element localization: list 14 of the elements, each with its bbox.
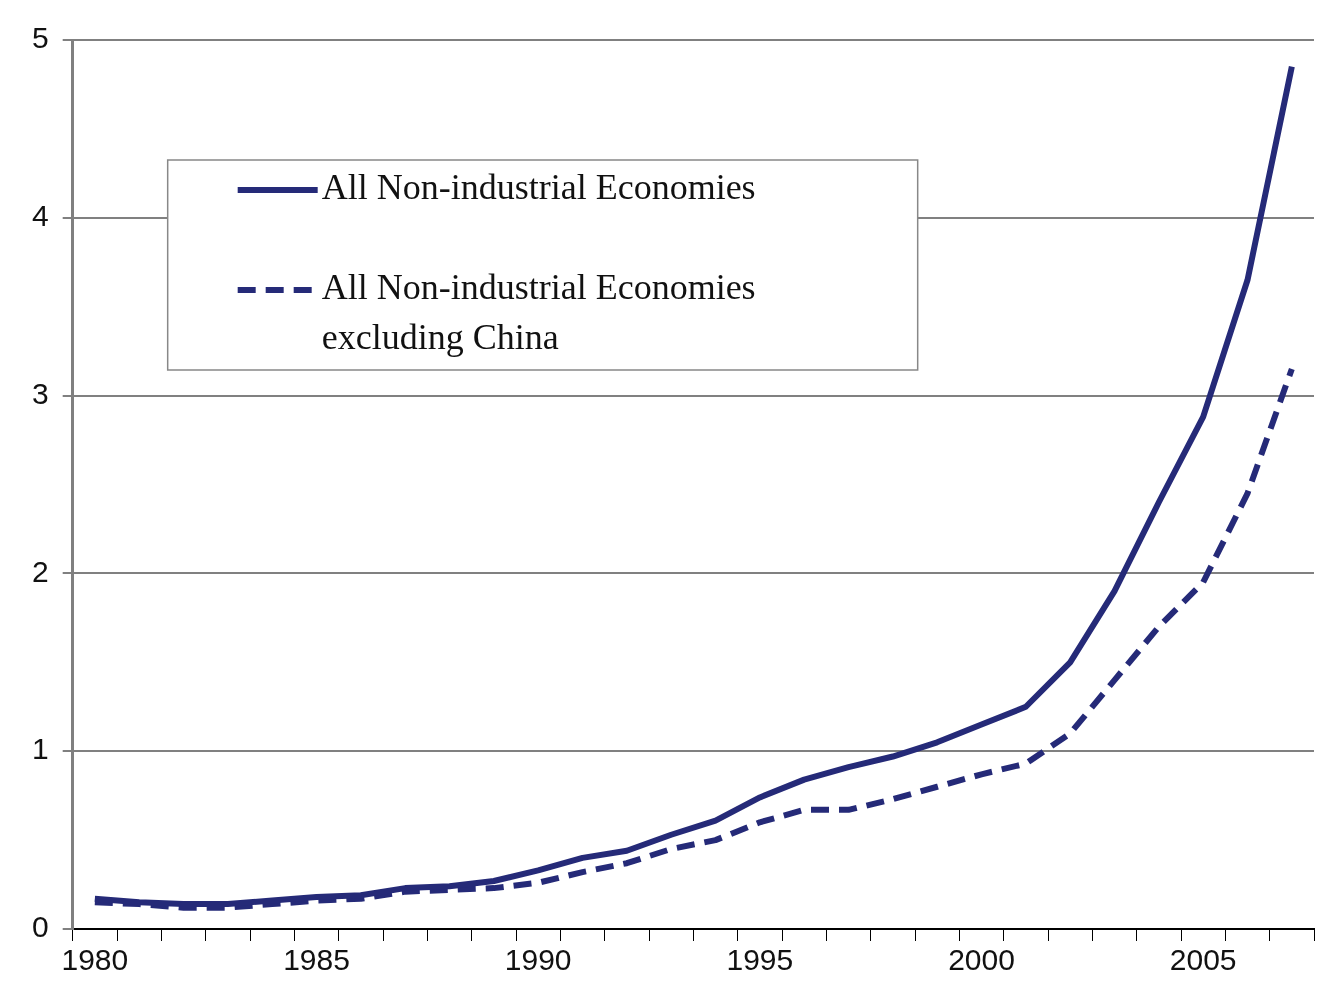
x-tick-label: 1990 bbox=[504, 943, 572, 977]
legend-label: All Non-industrial Economies excluding China bbox=[321, 267, 756, 358]
y-tick-label: 4 bbox=[32, 199, 49, 233]
y-tick-label: 0 bbox=[32, 910, 49, 944]
y-tick-label: 1 bbox=[32, 732, 49, 766]
x-tick-label: 2000 bbox=[948, 943, 1015, 977]
legend-label: All Non-industrial Economies bbox=[321, 167, 756, 208]
y-tick-label: 5 bbox=[32, 21, 49, 55]
x-tick-label: 2005 bbox=[1169, 943, 1237, 977]
y-tick-label: 2 bbox=[32, 554, 49, 588]
y-tick-label: 3 bbox=[32, 376, 49, 410]
x-tick-label: 1985 bbox=[283, 943, 350, 977]
x-tick-label: 1995 bbox=[726, 943, 794, 977]
x-tick-label: 1980 bbox=[61, 943, 129, 977]
